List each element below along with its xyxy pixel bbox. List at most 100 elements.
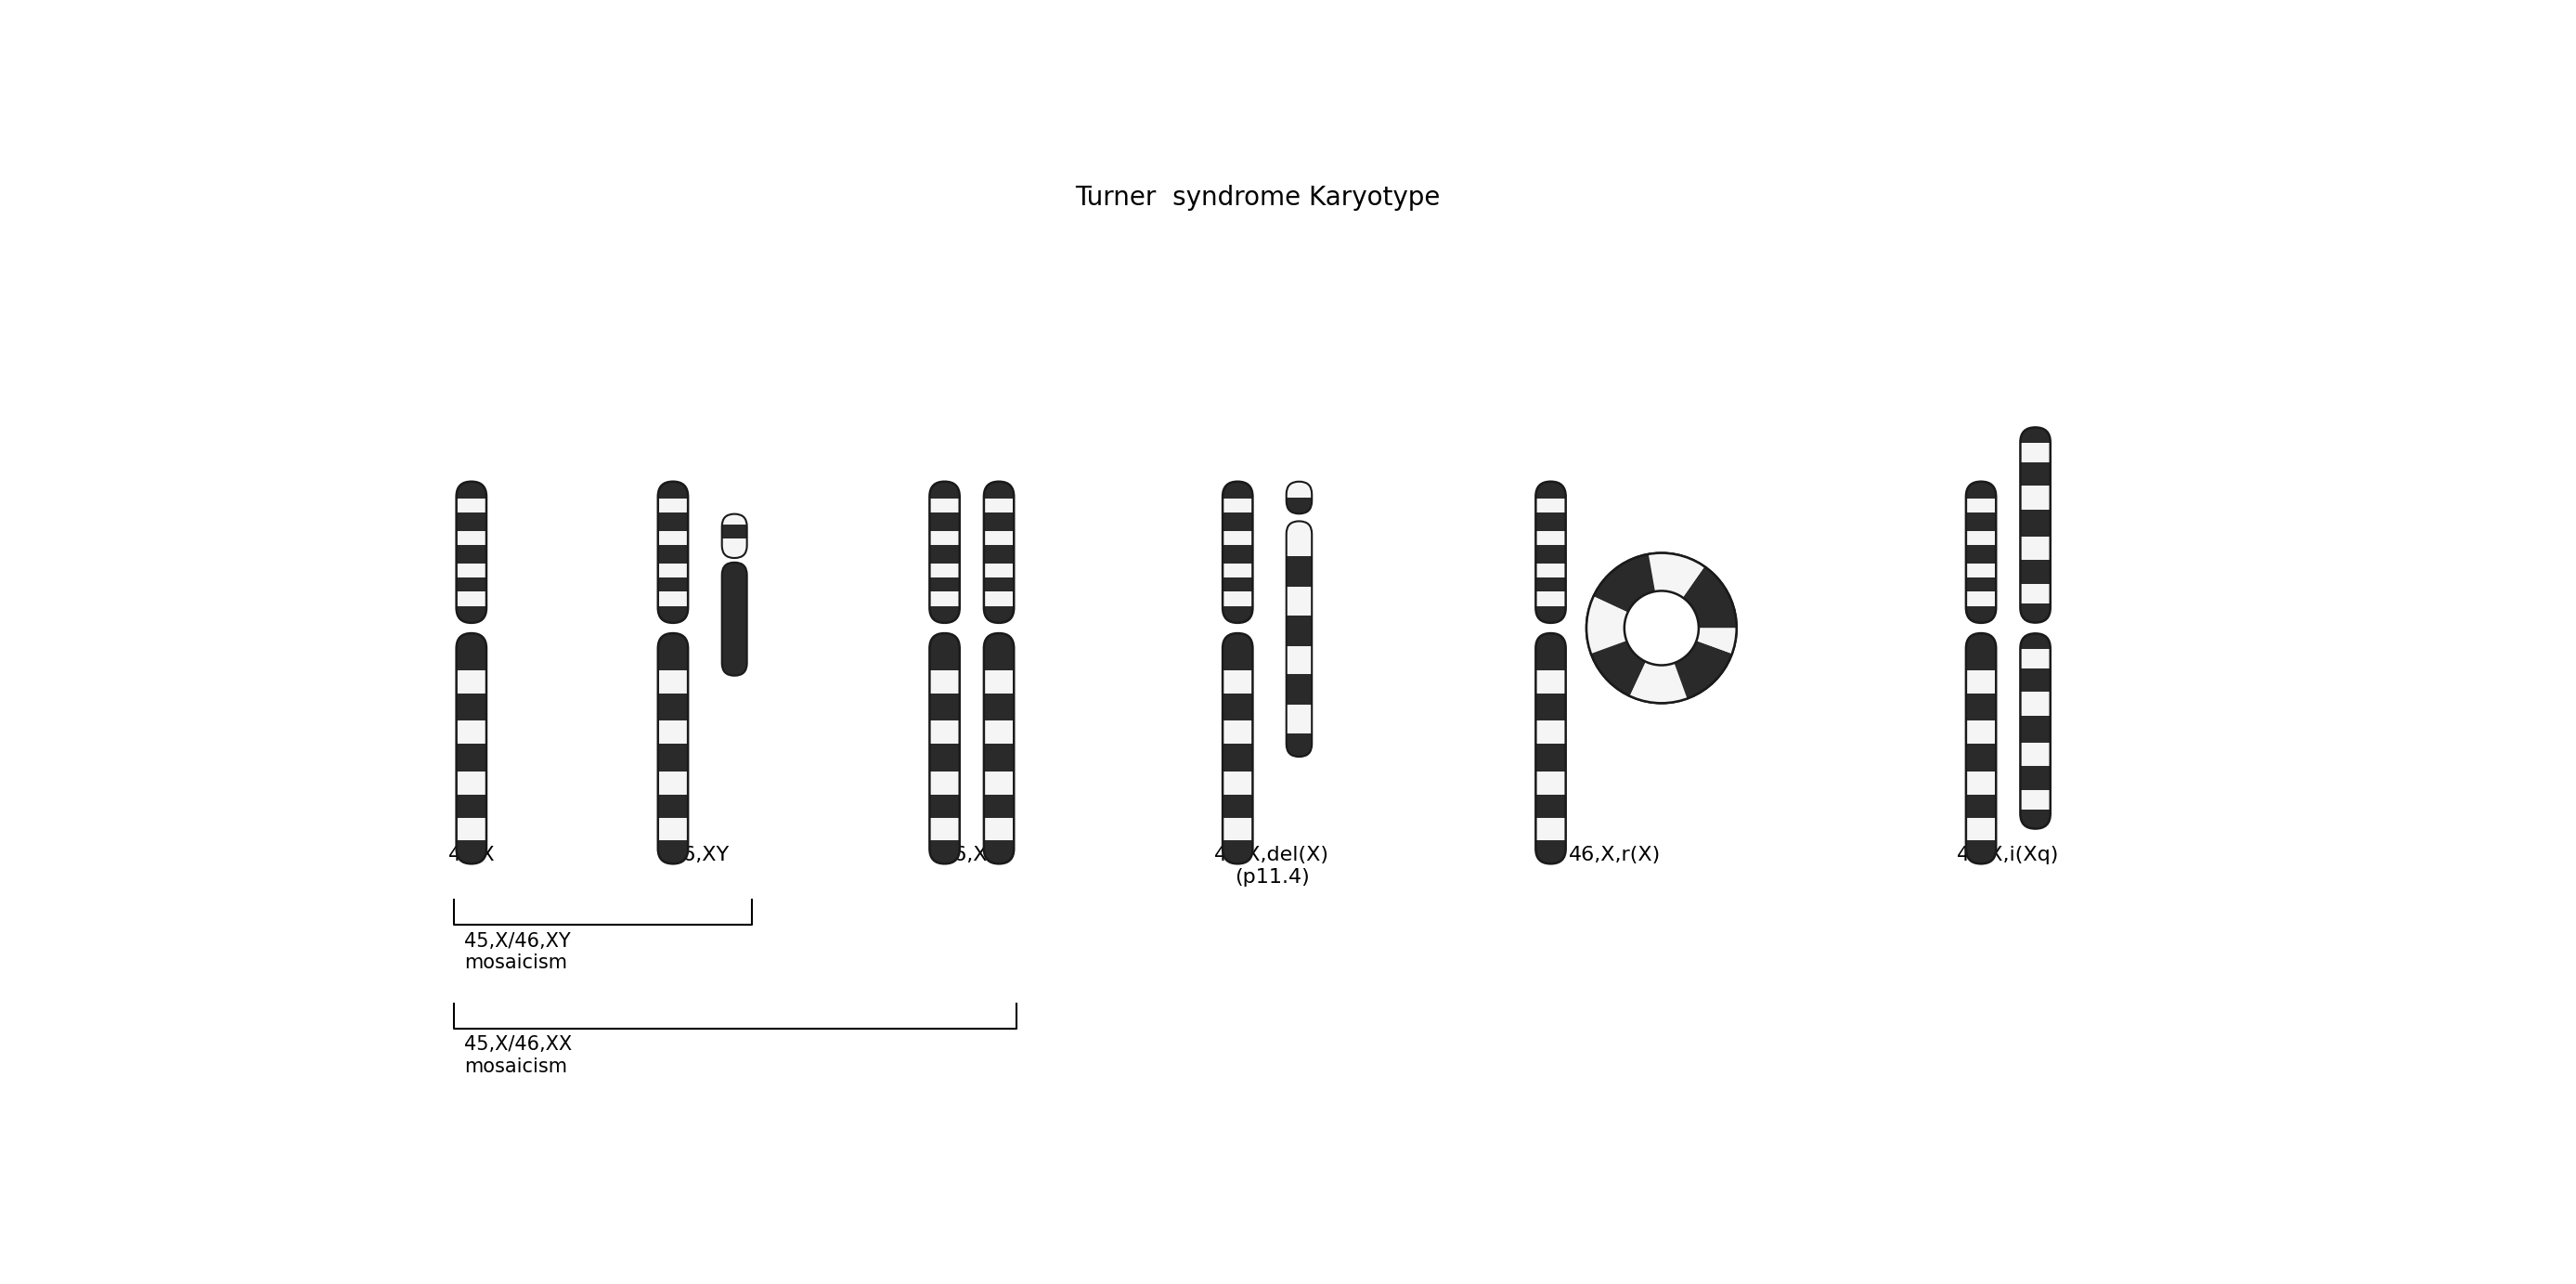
Bar	[456, 841, 487, 864]
Bar	[657, 633, 688, 670]
Bar	[1535, 720, 1566, 743]
FancyBboxPatch shape	[657, 633, 688, 864]
Bar	[2020, 743, 2050, 767]
Bar	[1965, 818, 1996, 841]
Bar	[456, 795, 487, 818]
Bar	[1965, 578, 1996, 592]
Bar	[1224, 546, 1252, 564]
FancyBboxPatch shape	[2020, 633, 2050, 828]
Bar	[1535, 841, 1566, 864]
Bar	[657, 498, 688, 512]
Bar	[1965, 693, 1996, 720]
Bar	[2020, 633, 2050, 650]
Bar	[2020, 603, 2050, 623]
Bar	[2020, 650, 2050, 669]
Bar	[1965, 633, 1996, 670]
Bar	[984, 841, 1015, 864]
Bar	[1965, 772, 1996, 795]
FancyBboxPatch shape	[1965, 482, 1996, 623]
Bar	[1535, 743, 1566, 772]
Bar	[930, 532, 961, 546]
Bar	[984, 512, 1015, 532]
Wedge shape	[1682, 566, 1736, 628]
Bar	[1535, 795, 1566, 818]
Bar	[1285, 482, 1311, 498]
Bar	[984, 592, 1015, 606]
Bar	[930, 818, 961, 841]
Bar	[456, 670, 487, 693]
Bar	[1535, 633, 1566, 670]
Bar	[930, 841, 961, 864]
Bar	[657, 592, 688, 606]
FancyBboxPatch shape	[2020, 428, 2050, 623]
Bar	[456, 482, 487, 498]
FancyBboxPatch shape	[456, 633, 487, 864]
Bar	[984, 693, 1015, 720]
Bar	[930, 743, 961, 772]
Bar	[2020, 669, 2050, 692]
Bar	[657, 546, 688, 564]
Text: 46,X,i(Xq): 46,X,i(Xq)	[1958, 846, 2058, 864]
Bar	[930, 772, 961, 795]
FancyBboxPatch shape	[1535, 633, 1566, 864]
Bar	[1535, 772, 1566, 795]
Bar	[1224, 670, 1252, 693]
Bar	[1965, 512, 1996, 532]
Bar	[1224, 772, 1252, 795]
Bar	[657, 795, 688, 818]
Bar	[930, 693, 961, 720]
Bar	[984, 670, 1015, 693]
Bar	[657, 841, 688, 864]
Wedge shape	[1649, 553, 1705, 597]
Bar	[1965, 795, 1996, 818]
Circle shape	[1625, 591, 1698, 665]
Bar	[930, 482, 961, 498]
Wedge shape	[1595, 555, 1654, 612]
Bar	[2020, 715, 2050, 743]
Bar	[1224, 693, 1252, 720]
Bar	[1535, 606, 1566, 623]
Bar	[456, 818, 487, 841]
Bar	[1965, 841, 1996, 864]
Bar	[930, 670, 961, 693]
FancyBboxPatch shape	[657, 482, 688, 623]
Bar	[930, 546, 961, 564]
Bar	[1535, 693, 1566, 720]
Bar	[984, 772, 1015, 795]
Bar	[1535, 532, 1566, 546]
Bar	[1965, 532, 1996, 546]
Text: 45,X/46,XY
mosaicism: 45,X/46,XY mosaicism	[464, 932, 572, 972]
Bar	[1285, 521, 1311, 556]
Bar	[984, 743, 1015, 772]
Bar	[984, 578, 1015, 592]
Bar	[930, 498, 961, 512]
Text: 45,X/46,XX
mosaicism: 45,X/46,XX mosaicism	[464, 1035, 572, 1076]
Bar	[984, 795, 1015, 818]
Bar	[721, 538, 747, 559]
Bar	[984, 818, 1015, 841]
Bar	[456, 633, 487, 670]
Bar	[1285, 498, 1311, 514]
FancyBboxPatch shape	[1285, 521, 1311, 756]
FancyBboxPatch shape	[721, 562, 747, 675]
Bar	[1965, 546, 1996, 564]
Bar	[1285, 587, 1311, 615]
Bar	[930, 720, 961, 743]
Bar	[2020, 462, 2050, 485]
Bar	[456, 578, 487, 592]
Bar	[930, 512, 961, 532]
Bar	[657, 743, 688, 772]
Bar	[930, 578, 961, 592]
Bar	[657, 772, 688, 795]
Bar	[1965, 720, 1996, 743]
Bar	[1224, 841, 1252, 864]
Bar	[2020, 428, 2050, 443]
Bar	[1224, 592, 1252, 606]
Text: 45,X: 45,X	[448, 846, 495, 864]
Text: 46,XY: 46,XY	[670, 846, 729, 864]
Bar	[1224, 606, 1252, 623]
Bar	[657, 578, 688, 592]
Bar	[721, 562, 747, 675]
Bar	[984, 546, 1015, 564]
Text: 46,XX: 46,XX	[940, 846, 1002, 864]
